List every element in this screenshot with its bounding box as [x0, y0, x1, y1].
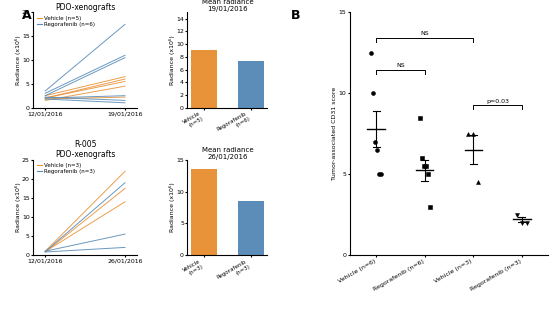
- Point: [373, 147, 382, 152]
- Point: [421, 164, 430, 169]
- Point: [425, 204, 434, 209]
- Point: [367, 50, 376, 55]
- Bar: [191, 50, 217, 108]
- Point: [369, 91, 378, 96]
- Legend: Vehicle (n=5), Regorafenib (n=6): Vehicle (n=5), Regorafenib (n=6): [36, 15, 95, 27]
- Point: [464, 131, 473, 136]
- Bar: [238, 61, 264, 108]
- Point: [474, 180, 483, 185]
- Text: B: B: [291, 9, 300, 22]
- Y-axis label: Radiance (x10⁶): Radiance (x10⁶): [14, 183, 20, 232]
- Title: Mean radiance
26/01/2016: Mean radiance 26/01/2016: [202, 146, 253, 160]
- Point: [371, 139, 379, 144]
- Text: A: A: [22, 9, 32, 22]
- Y-axis label: Radiance (x10⁶): Radiance (x10⁶): [14, 35, 20, 85]
- Bar: [238, 201, 264, 255]
- Point: [416, 115, 424, 120]
- Point: [423, 172, 432, 177]
- Bar: [191, 169, 217, 255]
- Y-axis label: Tumor-associated CD31 score: Tumor-associated CD31 score: [332, 87, 337, 180]
- Text: NS: NS: [420, 31, 429, 36]
- Point: [517, 220, 526, 225]
- Text: p=0.03: p=0.03: [486, 99, 509, 104]
- Text: NS: NS: [396, 63, 405, 68]
- Point: [419, 164, 428, 169]
- Title: Mean radiance
19/01/2016: Mean radiance 19/01/2016: [202, 0, 253, 12]
- Point: [417, 156, 426, 160]
- Point: [375, 172, 383, 177]
- Title: R-009
PDO-xenografts: R-009 PDO-xenografts: [55, 0, 115, 12]
- Y-axis label: Radiance (x10⁶): Radiance (x10⁶): [169, 35, 175, 85]
- Y-axis label: Radiance (x10⁶): Radiance (x10⁶): [169, 183, 175, 232]
- Point: [522, 220, 531, 225]
- Point: [377, 172, 386, 177]
- Legend: Vehicle (n=3), Regorafenib (n=3): Vehicle (n=3), Regorafenib (n=3): [36, 163, 95, 174]
- Title: R-005
PDO-xenografts: R-005 PDO-xenografts: [55, 140, 115, 159]
- Point: [469, 131, 478, 136]
- Point: [512, 212, 521, 217]
